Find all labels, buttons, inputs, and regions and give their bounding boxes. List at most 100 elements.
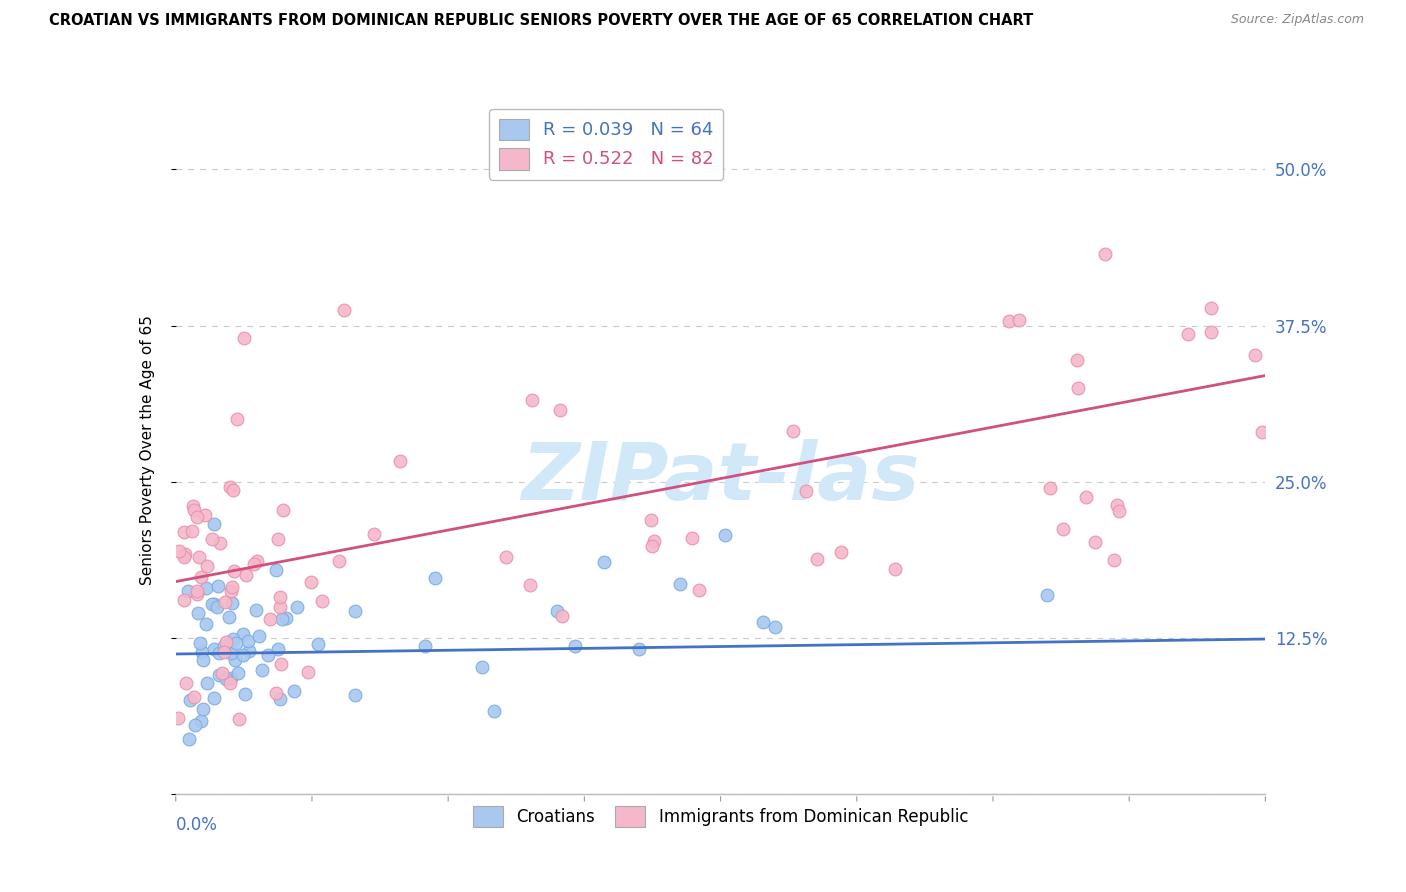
Text: 0.0%: 0.0% <box>176 816 218 834</box>
Point <box>186 510 208 524</box>
Point <box>202 690 225 705</box>
Point <box>181 524 204 538</box>
Text: Source: ZipAtlas.com: Source: ZipAtlas.com <box>1230 13 1364 27</box>
Point <box>212 639 235 653</box>
Point <box>1105 498 1128 512</box>
Point <box>640 513 662 527</box>
Point <box>224 652 246 666</box>
Point <box>202 642 225 657</box>
Point <box>208 646 231 660</box>
Point <box>285 599 308 614</box>
Point <box>564 640 586 654</box>
Point <box>751 615 773 629</box>
Point <box>1108 504 1130 518</box>
Point <box>264 685 287 699</box>
Point <box>274 611 297 625</box>
Point <box>225 635 247 649</box>
Point <box>226 411 249 425</box>
Point <box>246 553 269 567</box>
Point <box>688 583 710 598</box>
Point <box>782 424 804 438</box>
Point <box>221 596 243 610</box>
Point <box>806 551 828 566</box>
Point <box>471 660 494 674</box>
Point <box>232 627 254 641</box>
Point <box>201 597 224 611</box>
Point <box>344 688 367 702</box>
Point <box>245 603 267 617</box>
Point <box>238 644 260 658</box>
Point <box>681 531 703 545</box>
Point <box>250 663 273 677</box>
Point <box>522 392 544 407</box>
Point <box>1094 246 1116 260</box>
Point <box>173 593 195 607</box>
Point <box>669 577 692 591</box>
Point <box>1199 301 1222 316</box>
Point <box>205 599 228 614</box>
Point <box>218 610 240 624</box>
Point <box>270 657 292 671</box>
Point <box>190 714 212 728</box>
Point <box>389 454 412 468</box>
Point <box>209 536 232 550</box>
Point <box>344 604 367 618</box>
Point <box>267 532 290 546</box>
Point <box>183 503 205 517</box>
Point <box>363 527 385 541</box>
Point <box>551 608 574 623</box>
Point <box>1177 326 1199 341</box>
Point <box>273 503 295 517</box>
Point <box>174 547 197 561</box>
Point <box>188 549 211 564</box>
Point <box>1008 313 1031 327</box>
Point <box>796 484 818 499</box>
Point <box>884 562 907 576</box>
Point <box>219 671 242 685</box>
Point <box>232 331 254 345</box>
Point <box>593 555 616 569</box>
Point <box>830 545 852 559</box>
Point <box>221 580 243 594</box>
Point <box>204 597 226 611</box>
Point <box>219 480 242 494</box>
Point <box>187 606 209 620</box>
Y-axis label: Seniors Poverty Over the Age of 65: Seniors Poverty Over the Age of 65 <box>141 316 155 585</box>
Point <box>307 637 329 651</box>
Point <box>714 528 737 542</box>
Point <box>190 569 212 583</box>
Point <box>191 701 214 715</box>
Point <box>328 553 350 567</box>
Point <box>222 632 245 647</box>
Point <box>256 648 278 662</box>
Point <box>333 302 356 317</box>
Point <box>195 582 218 596</box>
Point <box>207 578 229 592</box>
Point <box>1036 589 1059 603</box>
Point <box>269 591 291 605</box>
Point <box>215 635 238 649</box>
Point <box>259 612 281 626</box>
Point <box>167 711 190 725</box>
Point <box>179 693 201 707</box>
Point <box>1074 490 1097 504</box>
Point <box>191 653 214 667</box>
Point <box>283 684 305 698</box>
Point <box>183 690 205 704</box>
Point <box>643 533 665 548</box>
Text: CROATIAN VS IMMIGRANTS FROM DOMINICAN REPUBLIC SENIORS POVERTY OVER THE AGE OF 6: CROATIAN VS IMMIGRANTS FROM DOMINICAN RE… <box>49 13 1033 29</box>
Point <box>482 704 505 718</box>
Point <box>202 517 225 532</box>
Point <box>267 641 290 656</box>
Point <box>519 578 541 592</box>
Point <box>763 620 786 634</box>
Point <box>201 533 224 547</box>
Point <box>219 676 242 690</box>
Point <box>1066 352 1088 367</box>
Point <box>627 641 650 656</box>
Point <box>1102 553 1125 567</box>
Point <box>299 574 322 589</box>
Point <box>197 675 219 690</box>
Point <box>214 672 236 686</box>
Point <box>212 644 235 658</box>
